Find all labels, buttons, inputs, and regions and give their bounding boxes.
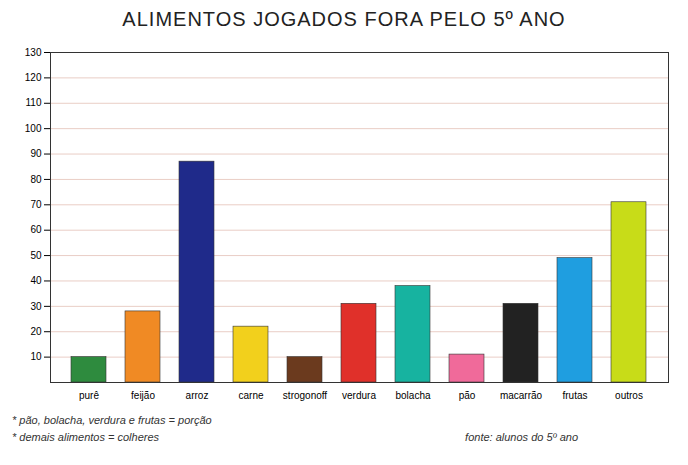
html-text:* pão, bolacha, verdura e frut: * pão, bolacha, verdura e frutas = porçã… (12, 414, 212, 426)
svg-text:arroz: arroz (186, 390, 209, 401)
html-text:ALIMENTOS JOGADOS FORA PELO 5º: ALIMENTOS JOGADOS FORA PELO 5º ANO (122, 8, 566, 30)
html-text:fonte: alunos do 5º ano: fonte: alunos do 5º ano (465, 431, 578, 443)
svg-text:pão: pão (459, 390, 476, 401)
svg-text:40: 40 (30, 275, 42, 286)
svg-text:bolacha: bolacha (395, 390, 430, 401)
svg-text:100: 100 (25, 123, 42, 134)
svg-text:outros: outros (615, 390, 643, 401)
svg-text:50: 50 (30, 250, 42, 261)
svg-text:130: 130 (25, 47, 42, 58)
svg-text:frutas: frutas (562, 390, 587, 401)
svg-text:60: 60 (30, 224, 42, 235)
svg-text:120: 120 (25, 72, 42, 83)
svg-text:90: 90 (30, 148, 42, 159)
svg-text:macarrão: macarrão (500, 390, 543, 401)
svg-text:30: 30 (30, 301, 42, 312)
svg-text:strogonoff: strogonoff (283, 390, 328, 401)
svg-text:70: 70 (30, 199, 42, 210)
svg-text:110: 110 (26, 97, 42, 108)
svg-text:verdura: verdura (342, 390, 376, 401)
svg-text:carne: carne (238, 390, 263, 401)
svg-text:feijão: feijão (131, 390, 155, 401)
html-text:* demais alimentos = colheres: * demais alimentos = colheres (12, 431, 159, 443)
svg-text:20: 20 (30, 326, 42, 337)
svg-text:10: 10 (30, 351, 42, 362)
svg-text:purê: purê (79, 390, 99, 401)
svg-text:80: 80 (30, 174, 42, 185)
